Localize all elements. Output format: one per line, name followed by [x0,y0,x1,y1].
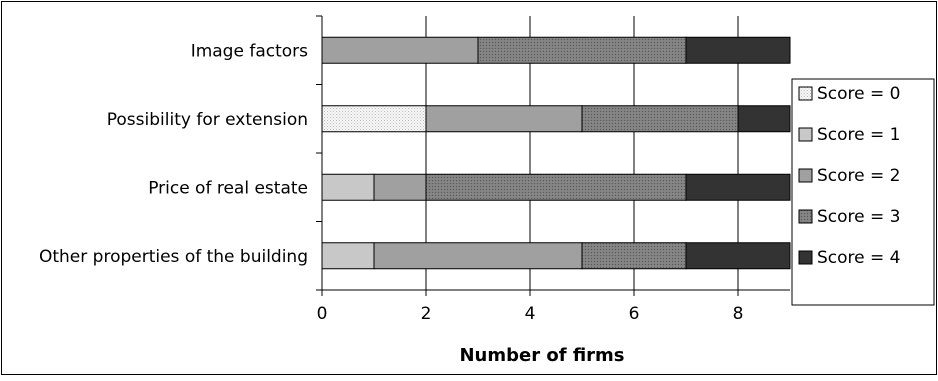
legend-swatch [798,250,813,265]
legend-entry: Score = 1 [817,125,900,145]
x-tick-label: 4 [525,304,536,324]
bar-segment [425,105,583,133]
bar-segment [581,242,687,270]
bar-segment [321,173,375,201]
legend: Score = 0 Score = 1 Score = 2 Score = 3 Scor… [791,78,935,306]
legend-swatch [798,127,813,142]
category-label: Possibility for extension [107,110,308,130]
x-tick-label: 0 [317,304,328,324]
category-label: Image factors [191,41,308,61]
legend-box [791,78,935,306]
bar-segment [685,173,791,201]
legend-swatch [798,86,813,101]
x-axis-title: Number of firms [459,345,624,366]
legend-swatch [798,209,813,224]
x-tick-label: 2 [421,304,432,324]
x-tick-label: 6 [629,304,640,324]
category-label: Other properties of the building [39,247,308,267]
bar-segment [477,36,687,64]
bar-segment [685,242,791,270]
x-tick-label: 8 [733,304,744,324]
bar-segment [581,105,739,133]
legend-entry: Score = 2 [817,166,900,186]
bar-segment [685,36,791,64]
x-tick-labels: 0 2 4 6 8 [317,304,744,324]
bar-segment [425,173,687,201]
bar-segment [321,105,427,133]
bar-segments [321,36,791,270]
bar-segment [737,105,791,133]
bar-segment [321,36,479,64]
category-label: Price of real estate [148,178,308,198]
category-labels: Image factors Possibility for extension Pr… [39,41,308,267]
legend-entry: Score = 3 [817,207,900,227]
bar-segment [373,173,427,201]
legend-entry: Score = 0 [817,84,900,104]
bar-segment [321,242,375,270]
legend-entry: Score = 4 [817,248,900,268]
bar-segment [373,242,583,270]
axes [316,15,790,296]
legend-swatch [798,168,813,183]
